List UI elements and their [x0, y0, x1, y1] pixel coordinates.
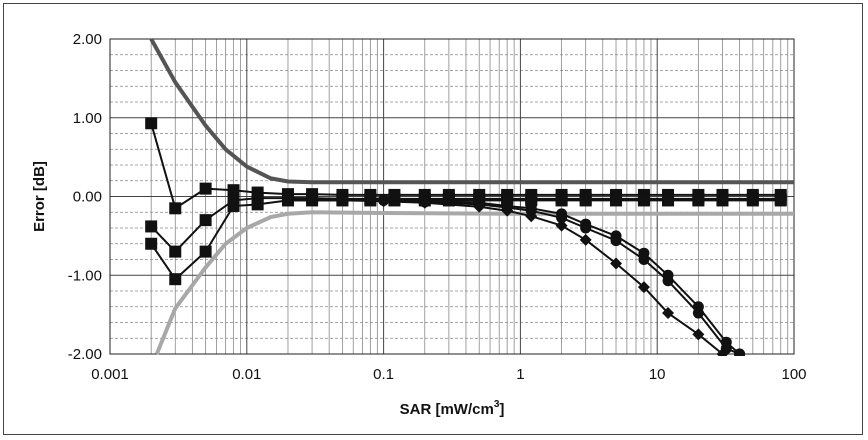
series-5-point [199, 245, 212, 258]
series-4-point [145, 220, 158, 233]
series-8-point [525, 210, 538, 223]
series-8-point [716, 348, 729, 356]
x-tick-label: 10 [649, 366, 666, 383]
y-tick-label: 2.00 [73, 31, 102, 48]
series-3-point [227, 184, 240, 197]
series-7-point [580, 222, 592, 234]
series-5-point [746, 194, 759, 207]
series-7-point [662, 275, 674, 287]
x-tick-label: 0.01 [232, 366, 261, 383]
series-8-line [288, 199, 724, 355]
series-3-point [145, 117, 158, 130]
y-tick-labels: 2.00 1.00 0.00 -1.00 -2.00 [68, 31, 102, 363]
y-tick-label: 0.00 [73, 189, 102, 206]
series-5-point [716, 194, 729, 207]
x-tick-labels: 0.001 0.01 0.1 1 10 100 [91, 366, 806, 383]
series-8-point [579, 233, 592, 246]
x-axis-title: SAR [mW/cm3] [400, 399, 505, 418]
series-5-point [251, 198, 264, 211]
chart-frame: 0.001 0.01 0.1 1 10 100 2.00 1.00 0.00 -1.00 -2.0… [3, 3, 863, 435]
series-5-point [525, 194, 538, 207]
series-8-point [637, 281, 650, 294]
series-7-point [638, 254, 650, 265]
series-7-point [692, 307, 704, 319]
error-vs-sar-chart: 0.001 0.01 0.1 1 10 100 2.00 1.00 0.00 -1.00 -2.0… [31, 31, 807, 418]
y-tick-label: -1.00 [68, 267, 102, 284]
series-4-point [199, 214, 212, 227]
series-5-point [555, 194, 568, 207]
y-tick-label: 1.00 [73, 110, 102, 127]
series-7-point [556, 212, 568, 224]
series-3-point [199, 182, 212, 195]
series-1 [149, 38, 794, 185]
series-5-point [610, 194, 623, 207]
series-8-point [473, 200, 486, 213]
series-8-point [555, 219, 568, 232]
y-axis-title: Error [dB] [31, 161, 48, 232]
series-8-point [418, 196, 431, 209]
series-5-point [227, 199, 240, 212]
series-8-point [610, 257, 623, 270]
x-tick-label: 0.1 [373, 366, 394, 383]
series-8-point [692, 328, 705, 341]
y-tick-label: -2.00 [68, 346, 102, 363]
series-4-point [169, 245, 182, 258]
series-8-point [281, 194, 294, 207]
plot-area [109, 38, 795, 355]
series-8-point [377, 195, 390, 208]
x-tick-label: 0.001 [91, 366, 129, 383]
series-5-point [145, 237, 158, 250]
series-8 [281, 194, 729, 356]
series-3-point [169, 202, 182, 215]
series-5-point [169, 273, 182, 286]
series-1-line [149, 38, 794, 185]
series-7-point [734, 348, 746, 356]
series-8-point [336, 194, 349, 207]
series-layer [145, 38, 794, 356]
series-5-point [774, 194, 787, 207]
x-tick-label: 100 [781, 366, 806, 383]
series-5-point [579, 194, 592, 207]
series-8-point [501, 204, 514, 217]
x-axis-title-end: ] [499, 401, 504, 418]
x-axis-title-text: SAR [mW/cm [400, 401, 494, 418]
series-7-point [610, 235, 622, 247]
series-5-point [662, 194, 675, 207]
series-5-point [692, 194, 705, 207]
x-axis-title-superscript: 3 [494, 399, 500, 410]
x-tick-label: 1 [516, 366, 524, 383]
series-8-point [662, 307, 675, 320]
series-5-point [637, 194, 650, 207]
